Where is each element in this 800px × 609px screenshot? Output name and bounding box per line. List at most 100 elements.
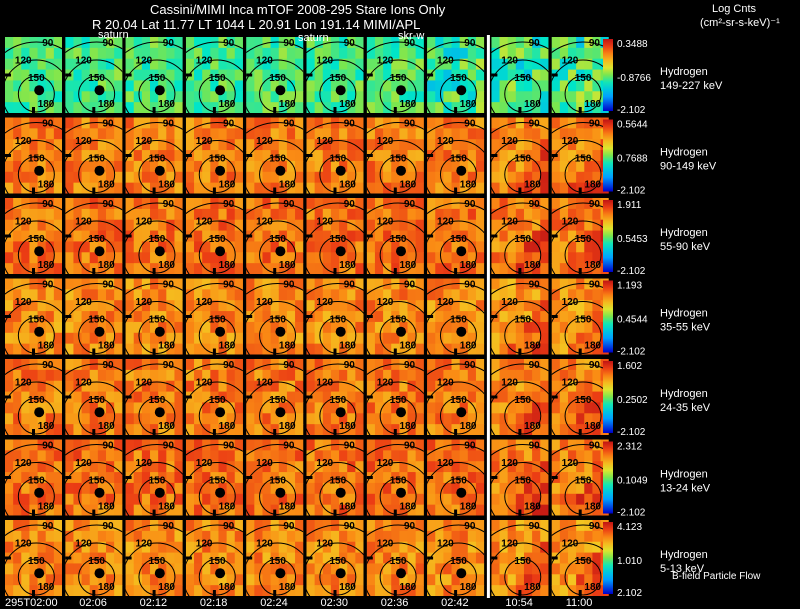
contour-label: 90: [283, 199, 295, 210]
contour-label: 150: [330, 395, 347, 406]
contour-label: 120: [316, 217, 333, 228]
planet-marker: [275, 165, 286, 176]
image-panel: 120 150 180 90: [5, 439, 62, 516]
contour-label: 120: [75, 136, 92, 147]
contour-label: 150: [514, 395, 531, 406]
contour-label: 120: [196, 217, 213, 228]
contour-label: 180: [98, 260, 115, 271]
time-tick-label: 295T02:00: [5, 597, 58, 609]
colorbar-min-label: -2.102: [617, 266, 646, 277]
planet-marker: [215, 487, 226, 498]
contour-label: 120: [256, 539, 273, 550]
image-panel: 120 150 180 90: [427, 278, 485, 355]
contour-label: 120: [256, 136, 273, 147]
contour-label: 90: [102, 199, 114, 210]
contour-label: 150: [209, 73, 226, 84]
contour-label: 120: [377, 378, 394, 389]
contour-label: 120: [316, 458, 333, 469]
contour-label: 150: [209, 395, 226, 406]
contour-label: 180: [279, 340, 296, 351]
energy-range-label: 149-227 keV: [660, 80, 723, 92]
contour-label: 120: [316, 136, 333, 147]
overlay-label: skr-w: [398, 30, 424, 42]
contour-label: 150: [88, 315, 105, 326]
contour-label: 120: [135, 539, 152, 550]
planet-marker: [154, 165, 165, 176]
contour-label: 150: [450, 395, 467, 406]
contour-label: 120: [501, 378, 518, 389]
contour-label: 150: [450, 234, 467, 245]
colorbar-max-label: 1.911: [617, 200, 642, 211]
contour-label: 180: [524, 501, 541, 512]
colorbar-min-label: -2.102: [617, 427, 646, 438]
contour-label: 120: [377, 217, 394, 228]
contour-label: 120: [196, 56, 213, 67]
image-panel: 120 150 180 90: [427, 439, 485, 516]
contour-label: 150: [450, 154, 467, 165]
contour-label: 120: [196, 297, 213, 308]
contour-label: 150: [390, 476, 407, 487]
overlay-label: saturn: [98, 29, 129, 41]
contour-label: 90: [589, 119, 601, 130]
contour-label: 90: [404, 199, 416, 210]
contour-label: 150: [149, 556, 166, 567]
image-panel: 120 150 180 90: [125, 278, 183, 355]
contour-label: 150: [269, 395, 286, 406]
contour-label: 90: [344, 119, 356, 130]
contour-label: 180: [524, 260, 541, 271]
planet-marker: [335, 165, 346, 176]
image-panel: 120 150 180 90: [185, 117, 243, 194]
contour-label: 180: [279, 421, 296, 432]
planet-marker: [275, 407, 286, 418]
contour-label: 90: [529, 360, 541, 371]
contour-label: 180: [399, 260, 416, 271]
planet-marker: [335, 326, 346, 337]
contour-label: 180: [524, 582, 541, 593]
contour-label: 90: [589, 521, 601, 532]
image-panel: 120 150 180 90: [306, 198, 364, 274]
colorbar: [603, 39, 613, 111]
contour-label: 150: [330, 154, 347, 165]
contour-label: 150: [575, 476, 592, 487]
contour-label: 120: [501, 539, 518, 550]
image-panel: 120 150 180 90: [185, 359, 243, 435]
contour-label: 120: [437, 378, 454, 389]
time-tick-label: 02:06: [79, 597, 107, 609]
colorbar: [603, 522, 613, 594]
contour-label: 120: [75, 56, 92, 67]
contour-label: 150: [330, 556, 347, 567]
colorbar-mid-label: 0.2502: [617, 395, 648, 406]
bfield-particle-flow-note: B-field Particle Flow: [672, 571, 761, 582]
contour-label: 120: [15, 56, 32, 67]
contour-label: 120: [437, 297, 454, 308]
contour-label: 180: [158, 179, 175, 190]
contour-label: 150: [28, 154, 45, 165]
planet-marker: [335, 487, 346, 498]
contour-label: 150: [28, 315, 45, 326]
contour-label: 120: [135, 458, 152, 469]
contour-label: 180: [219, 501, 236, 512]
contour-label: 90: [283, 280, 295, 291]
contour-label: 120: [562, 539, 579, 550]
contour-label: 180: [98, 340, 115, 351]
contour-label: 90: [163, 199, 175, 210]
contour-label: 180: [38, 421, 55, 432]
contour-label: 180: [279, 260, 296, 271]
planet-marker: [456, 568, 467, 579]
image-panel: 120 150 180 90: [65, 359, 123, 435]
contour-label: 150: [88, 476, 105, 487]
image-panel: 120 150 180 90: [366, 198, 424, 274]
planet-marker: [34, 568, 45, 579]
contour-label: 150: [88, 395, 105, 406]
contour-label: 180: [158, 260, 175, 271]
contour-label: 90: [529, 119, 541, 130]
contour-label: 150: [88, 73, 105, 84]
image-panel: 120 150 180 90: [306, 278, 364, 355]
contour-label: 90: [42, 119, 54, 130]
image-panel: 120 150 180 90: [306, 439, 364, 516]
contour-label: 180: [38, 582, 55, 593]
planet-marker: [154, 487, 165, 498]
contour-label: 150: [390, 154, 407, 165]
contour-label: 180: [399, 99, 416, 110]
